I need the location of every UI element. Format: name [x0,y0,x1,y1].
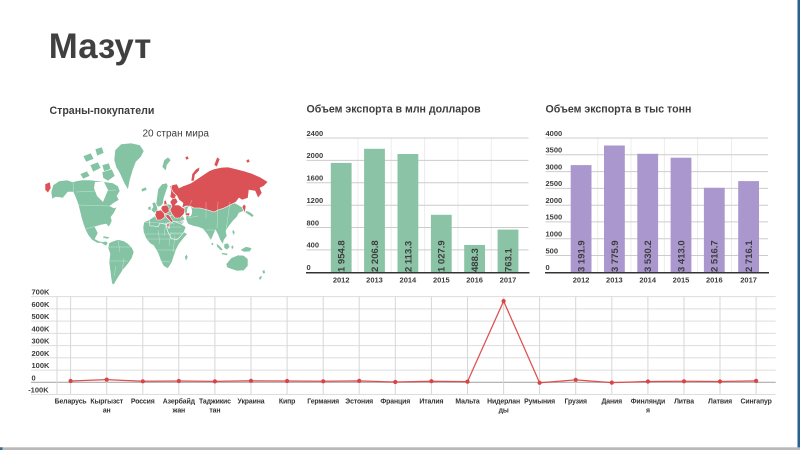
svg-text:0: 0 [546,263,550,272]
svg-text:763.1: 763.1 [503,248,514,272]
svg-text:2 113.3: 2 113.3 [403,241,414,272]
svg-text:20 стран мира: 20 стран мира [143,129,210,140]
svg-text:-100K: -100K [28,386,49,395]
svg-text:200K: 200K [32,349,51,358]
svg-text:Россия: Россия [131,398,155,405]
svg-text:Беларусь: Беларусь [55,398,87,405]
svg-text:Сингапур: Сингапур [740,398,771,405]
svg-text:2000: 2000 [307,151,324,160]
svg-text:3000: 3000 [546,162,563,171]
svg-text:0: 0 [32,373,36,382]
svg-text:тан: тан [209,407,220,414]
svg-text:700K: 700K [32,288,51,297]
svg-text:300K: 300K [32,337,51,346]
svg-text:1000: 1000 [546,230,563,239]
svg-text:Финлянди: Финлянди [631,398,666,405]
svg-text:2017: 2017 [500,276,517,285]
svg-text:400K: 400K [32,324,51,333]
svg-text:2013: 2013 [366,276,383,285]
svg-text:Франция: Франция [380,398,410,405]
svg-text:3500: 3500 [546,146,563,155]
svg-text:2013: 2013 [606,276,623,285]
svg-text:1 954.8: 1 954.8 [337,240,348,272]
svg-text:2014: 2014 [400,276,418,285]
svg-text:4000: 4000 [546,129,563,138]
svg-text:Азербайд: Азербайд [163,397,196,405]
svg-text:2 516.7: 2 516.7 [710,240,721,272]
svg-text:Кыргызст: Кыргызст [90,398,123,405]
svg-text:Мальта: Мальта [455,398,479,405]
svg-text:800: 800 [307,218,320,227]
svg-text:2014: 2014 [639,276,657,285]
svg-text:3 191.9: 3 191.9 [577,240,588,272]
svg-text:Мазут: Мазут [49,27,151,66]
svg-text:Объем экспорта в млн долларов: Объем экспорта в млн долларов [307,104,482,116]
svg-text:0: 0 [307,263,311,272]
svg-text:Румыния: Румыния [524,398,555,405]
svg-text:2000: 2000 [546,196,563,205]
svg-text:2 716.1: 2 716.1 [744,240,755,272]
svg-text:2012: 2012 [333,276,350,285]
svg-text:Таджикис: Таджикис [199,398,231,405]
svg-text:3 775.9: 3 775.9 [610,240,621,272]
svg-text:3 413.0: 3 413.0 [676,240,687,272]
svg-text:1500: 1500 [546,213,563,222]
svg-text:1 027.9: 1 027.9 [437,240,448,272]
svg-text:ды: ды [499,407,509,414]
svg-text:я: я [646,407,650,414]
svg-text:3 530.2: 3 530.2 [643,240,654,272]
svg-text:Дания: Дания [602,398,623,405]
svg-text:Нидерлан: Нидерлан [487,398,520,405]
svg-text:2400: 2400 [307,129,324,138]
svg-text:400: 400 [307,241,320,250]
svg-text:2016: 2016 [706,276,723,285]
svg-text:2500: 2500 [546,179,563,188]
svg-text:Грузия: Грузия [564,398,587,405]
svg-text:Литва: Литва [674,398,694,405]
svg-text:1200: 1200 [307,196,324,205]
svg-text:жан: жан [171,407,185,414]
svg-text:Кипр: Кипр [279,398,295,405]
svg-text:600K: 600K [32,300,51,309]
svg-text:500K: 500K [32,312,51,321]
svg-text:Объем экспорта в тыс тонн: Объем экспорта в тыс тонн [546,104,692,116]
svg-text:1600: 1600 [307,174,324,183]
svg-text:Германия: Германия [307,398,339,405]
svg-text:2015: 2015 [673,276,690,285]
svg-text:2016: 2016 [466,276,483,285]
svg-text:2017: 2017 [740,276,757,285]
svg-text:2015: 2015 [433,276,450,285]
svg-text:Эстония: Эстония [345,398,373,405]
svg-text:2 206.8: 2 206.8 [370,240,381,272]
svg-text:Италия: Италия [419,398,443,405]
svg-text:2012: 2012 [573,276,590,285]
svg-text:Латвия: Латвия [708,398,732,405]
svg-text:Страны-покупатели: Страны-покупатели [50,105,155,117]
svg-text:100K: 100K [32,361,51,370]
svg-text:500: 500 [546,246,559,255]
svg-text:488.3: 488.3 [470,248,481,272]
svg-text:ан: ан [103,407,111,414]
svg-text:Украина: Украина [238,398,265,405]
